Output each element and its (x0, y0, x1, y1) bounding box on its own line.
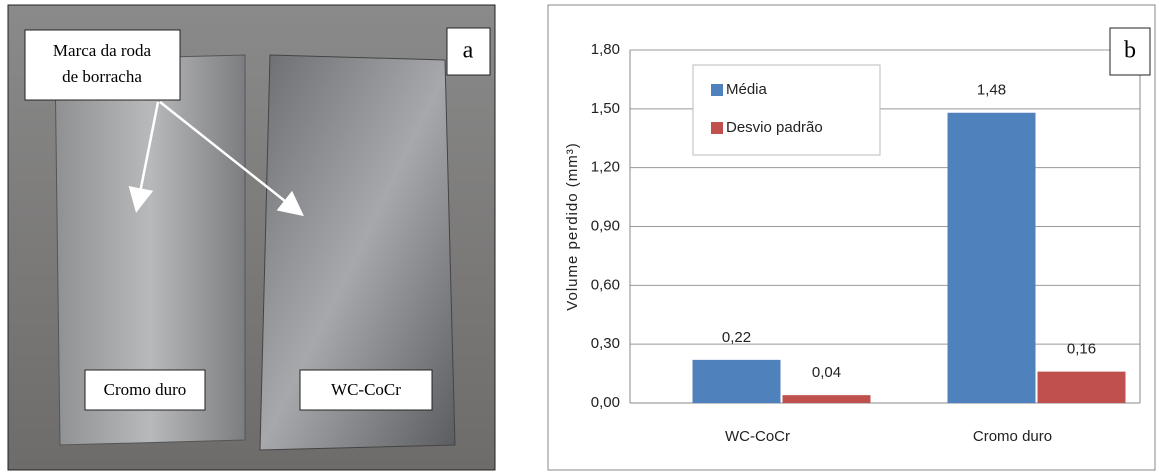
y-tick-label: 1,80 (591, 41, 620, 58)
sample-label: Cromo duro (104, 380, 187, 399)
y-tick-label: 0,90 (591, 217, 620, 234)
legend-box (693, 65, 880, 155)
bar (1038, 372, 1126, 403)
x-tick-label: WC-CoCr (725, 428, 790, 445)
bar (783, 395, 871, 403)
annotation-text: Marca da roda (53, 41, 152, 60)
value-label: 0,16 (1067, 341, 1096, 358)
photo-panel: Marca da roda de borracha Cromo duro WC-… (8, 5, 495, 470)
y-tick-label: 1,50 (591, 100, 620, 117)
sample-label: WC-CoCr (331, 380, 401, 399)
legend-label: Média (726, 81, 768, 98)
figure: Marca da roda de borracha Cromo duro WC-… (0, 0, 1159, 474)
legend-label: Desvio padrão (726, 119, 823, 136)
panel-label: a (463, 38, 474, 64)
y-tick-label: 0,30 (591, 335, 620, 352)
legend-swatch (711, 122, 723, 134)
x-tick-label: Cromo duro (973, 428, 1052, 445)
value-label: 0,04 (812, 364, 841, 381)
bar (948, 113, 1036, 403)
value-label: 1,48 (977, 82, 1006, 99)
page: {"photo":{"panel_label":"a","annotation"… (0, 0, 1159, 474)
y-tick-label: 1,20 (591, 159, 620, 176)
panel-label: b (1124, 38, 1136, 64)
legend-swatch (711, 84, 723, 96)
value-label: 0,22 (722, 329, 751, 346)
y-tick-label: 0,60 (591, 276, 620, 293)
bar (693, 360, 781, 403)
y-axis-title: Volume perdido (mm³) (564, 142, 581, 310)
y-tick-label: 0,00 (591, 394, 620, 411)
chart-panel: 0,00 0,30 0,60 0,90 1,20 1,50 1,80 Volume perdi… (548, 5, 1155, 470)
annotation-text: de borracha (62, 67, 142, 86)
